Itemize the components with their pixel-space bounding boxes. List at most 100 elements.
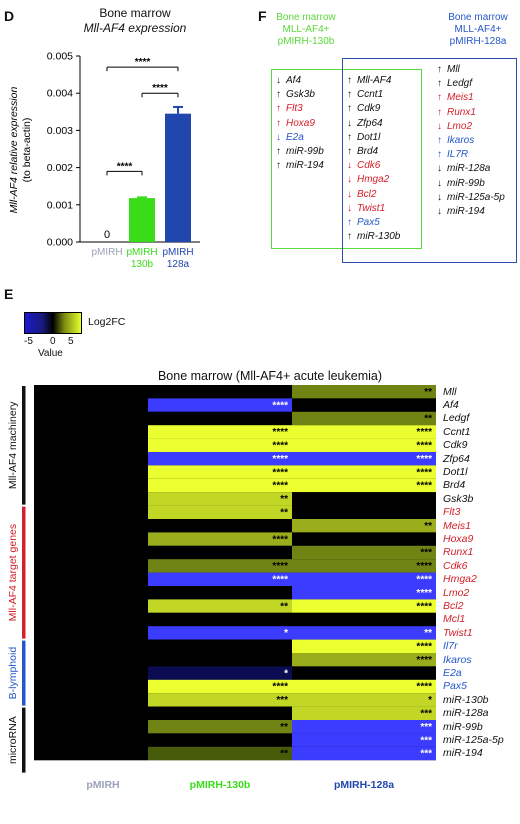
y-tick-label: 0.005	[47, 51, 73, 63]
zero-value-label: 0	[104, 229, 110, 241]
cell-pmirh-128a	[292, 438, 436, 452]
direction-arrow: ↑	[276, 146, 281, 158]
direction-arrow: ↑	[347, 231, 352, 243]
cell-pmirh	[34, 586, 148, 600]
venn-gene-item: ↓ Twist1	[347, 202, 400, 216]
direction-arrow: ↑	[437, 92, 442, 104]
cell-pmirh-128a	[292, 612, 436, 627]
venn-gene-item: ↓ miR-194	[437, 205, 505, 219]
sig-label-130b: **	[280, 508, 288, 519]
panel-d-chart: Mll-AF4 relative expression (to beta-act…	[8, 51, 200, 270]
venn-gene-item: ↑ Meis1	[437, 91, 505, 105]
y-tick-label: 0.000	[47, 237, 73, 249]
sig-label-130b: *	[284, 628, 288, 639]
cell-pmirh-128a	[292, 599, 436, 613]
sig-label-130b: ****	[272, 481, 288, 492]
panel-d-letter: D	[4, 8, 15, 24]
y-tick-label: 0.003	[47, 125, 73, 137]
cell-pmirh	[34, 746, 148, 761]
cell-pmirh-128a	[292, 465, 436, 479]
heatmap-row-label: Ikaros	[443, 653, 472, 666]
sig-label-128a: **	[424, 387, 432, 398]
panel-f-left-header: Bone marrow MLL-AF4+ pMIRH-130b	[270, 12, 342, 48]
direction-arrow: ↓	[347, 160, 352, 172]
venn-gene-item: ↑ Cdk9	[347, 102, 400, 116]
cell-pmirh	[34, 666, 148, 680]
cell-pmirh-128a	[292, 398, 436, 412]
bar	[129, 198, 155, 242]
venn-gene-item: ↓ Hmga2	[347, 173, 400, 187]
gene-name: Flt3	[286, 103, 303, 115]
venn-gene-item: ↓ E2a	[276, 131, 324, 145]
venn-right-only-list: ↑ Mll ↑ Ledgf ↑ Meis1 ↑ Runx1 ↓ Lmo2 ↑ Ikaros ↑ IL7R ↓…	[437, 63, 505, 219]
gene-name: Ccnt1	[357, 89, 384, 101]
gene-name: Cdk9	[357, 103, 381, 115]
venn-gene-item: ↑ Brd4	[347, 145, 400, 159]
sig-label-128a: *	[428, 695, 432, 706]
venn-gene-item: ↓ miR-125a-5p	[437, 191, 505, 205]
group-label: microRNA	[7, 716, 19, 764]
colorbar-title: Log2FC	[88, 316, 126, 328]
heatmap-row-label: Bcl2	[443, 599, 464, 612]
gene-name: Meis1	[447, 92, 474, 104]
cell-pmirh	[34, 612, 148, 627]
sig-label-130b: **	[280, 494, 288, 505]
heatmap-row-label: Mcl1	[443, 613, 466, 626]
venn-gene-item: ↑ Gsk3b	[276, 88, 324, 102]
gene-name: Hmga2	[357, 174, 390, 186]
left-header-3: pMIRH-130b	[277, 36, 335, 47]
cell-pmirh	[34, 385, 148, 399]
group-label: Mll-AF4 target genes	[7, 524, 19, 621]
venn-gene-item: ↑ Hoxa9	[276, 117, 324, 131]
panel-d-ylabel-1: Mll-AF4 relative expression	[8, 87, 20, 214]
cell-pmirh	[34, 411, 148, 426]
gene-name: Runx1	[447, 106, 476, 118]
venn-gene-item: ↑ miR-130b	[347, 230, 400, 244]
group-label: Mll-AF4 machinery	[7, 401, 19, 489]
cell-pmirh	[34, 679, 148, 694]
heatmap-row-label: Hmga2	[443, 573, 477, 586]
heatmap-row-label: Dot1l	[443, 465, 468, 478]
sig-label-128a: ****	[416, 575, 432, 586]
venn-gene-item: ↓ Zfp64	[347, 117, 400, 131]
direction-arrow: ↑	[276, 160, 281, 172]
sig-label-128a: ****	[416, 682, 432, 693]
venn-gene-item: ↓ Bcl2	[347, 188, 400, 202]
x-tick-label: 130b	[131, 259, 154, 270]
heatmap-row-label: Ledgf	[443, 412, 470, 425]
sig-label-128a: ***	[420, 722, 432, 733]
colorbar-tick-neg5: -5	[24, 336, 33, 347]
venn-gene-item: ↓ miR-128a	[437, 162, 505, 176]
cell-pmirh-128a	[292, 706, 436, 720]
sig-label-128a: ***	[420, 548, 432, 559]
gene-name: Gsk3b	[286, 89, 315, 101]
cell-pmirh-130b	[148, 679, 292, 694]
gene-name: miR-128a	[447, 163, 491, 175]
left-header-1: Bone marrow	[276, 12, 336, 23]
cell-pmirh-130b	[148, 385, 292, 399]
cell-pmirh	[34, 693, 148, 707]
cell-pmirh-128a	[292, 505, 436, 519]
venn-gene-item: ↑ Ikaros	[437, 134, 505, 148]
sig-label-128a: ****	[416, 561, 432, 572]
venn-gene-item: ↓ Lmo2	[437, 120, 505, 134]
direction-arrow: ↑	[347, 103, 352, 115]
group-bar	[22, 640, 26, 706]
venn-left-only-list: ↓ Af4 ↑ Gsk3b ↑ Flt3 ↑ Hoxa9 ↓ E2a ↑ miR-99b ↑ miR-19…	[276, 74, 324, 173]
cell-pmirh-130b	[148, 492, 292, 506]
sig-label-128a: ****	[416, 642, 432, 653]
direction-arrow: ↑	[276, 103, 281, 115]
gene-name: IL7R	[447, 149, 469, 161]
cell-pmirh-130b	[148, 532, 292, 546]
cell-pmirh-128a	[292, 666, 436, 680]
group-bar	[22, 386, 26, 505]
cell-pmirh	[34, 505, 148, 519]
heatmap-row-label: Flt3	[443, 506, 461, 519]
cell-pmirh-128a	[292, 559, 436, 573]
heatmap-row-label: Meis1	[443, 519, 472, 532]
gene-name: miR-99b	[447, 177, 485, 189]
heatmap: Mll-AF4 machinery Mll-AF4 target genes B-l…	[7, 385, 436, 791]
panel-d-title: Bone marrow Mll-AF4 expression	[60, 6, 210, 36]
sig-label-130b: ***	[276, 695, 288, 706]
direction-arrow: ↑	[347, 146, 352, 158]
